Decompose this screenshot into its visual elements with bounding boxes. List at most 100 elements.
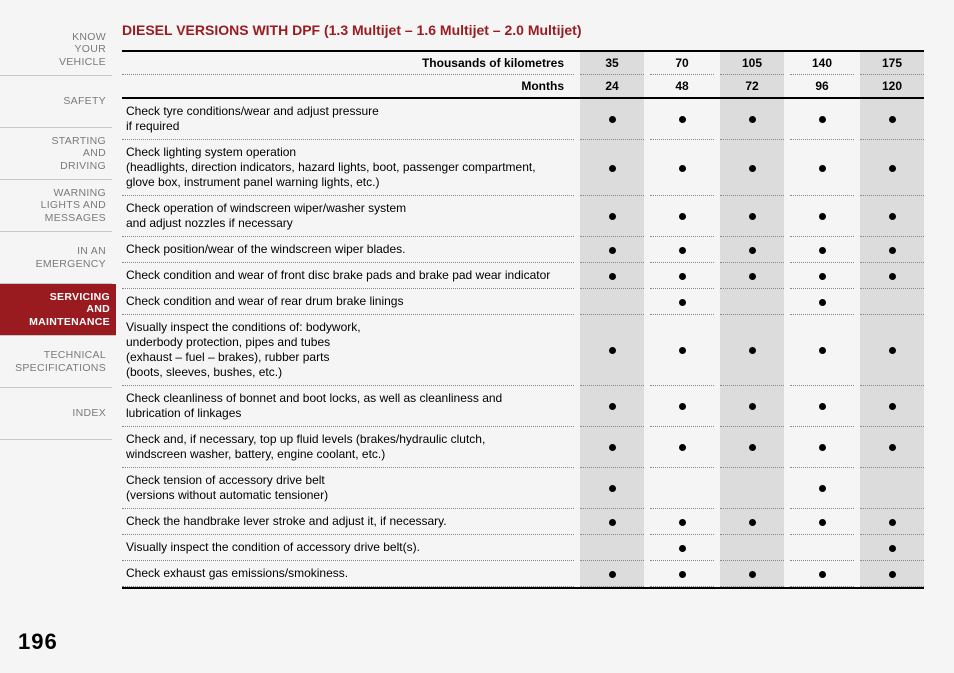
check-dot-icon (819, 519, 826, 526)
row-mark (720, 386, 784, 427)
row-mark (860, 237, 924, 263)
row-mark (790, 98, 854, 140)
table-header-value: 24 (580, 75, 644, 99)
maintenance-table: Thousands of kilometres3570105140175Mont… (122, 50, 924, 587)
sidebar-item[interactable]: SAFETY (0, 76, 112, 128)
row-description: Check tension of accessory drive belt (v… (122, 468, 574, 509)
row-description: Check position/wear of the windscreen wi… (122, 237, 574, 263)
row-mark (650, 386, 714, 427)
check-dot-icon (889, 403, 896, 410)
row-mark (650, 509, 714, 535)
sidebar-item-label: SERVICING AND MAINTENANCE (29, 291, 110, 327)
row-mark (790, 140, 854, 196)
row-description: Check operation of windscreen wiper/wash… (122, 196, 574, 237)
table-row: Check tyre conditions/wear and adjust pr… (122, 98, 924, 140)
check-dot-icon (749, 116, 756, 123)
table-row: Visually inspect the conditions of: body… (122, 315, 924, 386)
check-dot-icon (609, 444, 616, 451)
row-description: Check tyre conditions/wear and adjust pr… (122, 98, 574, 140)
row-mark (860, 509, 924, 535)
sidebar-item[interactable]: TECHNICAL SPECIFICATIONS (0, 336, 112, 388)
check-dot-icon (609, 347, 616, 354)
check-dot-icon (749, 165, 756, 172)
sidebar-item[interactable]: STARTING AND DRIVING (0, 128, 112, 180)
row-mark (790, 535, 854, 561)
check-dot-icon (819, 299, 826, 306)
row-mark (580, 561, 644, 587)
check-dot-icon (749, 347, 756, 354)
row-mark (720, 535, 784, 561)
check-dot-icon (679, 571, 686, 578)
row-mark (650, 427, 714, 468)
table-row: Check lighting system operation (headlig… (122, 140, 924, 196)
row-mark (790, 196, 854, 237)
table-row: Check condition and wear of rear drum br… (122, 289, 924, 315)
row-mark (580, 263, 644, 289)
row-mark (860, 427, 924, 468)
row-description: Visually inspect the condition of access… (122, 535, 574, 561)
check-dot-icon (679, 273, 686, 280)
sidebar-item-label: STARTING AND DRIVING (51, 135, 106, 171)
table-row: Check position/wear of the windscreen wi… (122, 237, 924, 263)
row-mark (580, 468, 644, 509)
sidebar-item[interactable]: IN AN EMERGENCY (0, 232, 112, 284)
sidebar-nav: KNOW YOUR VEHICLE SAFETY STARTING AND DRIV… (0, 20, 112, 673)
sidebar-item-label: SAFETY (63, 95, 106, 107)
table-row: Check the handbrake lever stroke and adj… (122, 509, 924, 535)
check-dot-icon (819, 403, 826, 410)
sidebar-item-label: INDEX (72, 407, 106, 419)
sidebar-item[interactable]: KNOW YOUR VEHICLE (0, 24, 112, 76)
row-description: Check condition and wear of rear drum br… (122, 289, 574, 315)
row-description: Visually inspect the conditions of: body… (122, 315, 574, 386)
sidebar-item[interactable]: SERVICING AND MAINTENANCE (0, 284, 116, 336)
table-row: Check condition and wear of front disc b… (122, 263, 924, 289)
check-dot-icon (679, 347, 686, 354)
check-dot-icon (819, 165, 826, 172)
check-dot-icon (889, 347, 896, 354)
main-content: DIESEL VERSIONS WITH DPF (1.3 Multijet –… (112, 20, 924, 673)
row-mark (650, 140, 714, 196)
row-mark (580, 427, 644, 468)
check-dot-icon (889, 571, 896, 578)
table-row: Check and, if necessary, top up fluid le… (122, 427, 924, 468)
check-dot-icon (889, 247, 896, 254)
table-header-value: 140 (790, 51, 854, 75)
table-header-value: 48 (650, 75, 714, 99)
check-dot-icon (819, 571, 826, 578)
row-mark (860, 140, 924, 196)
row-mark (580, 196, 644, 237)
table-header-value: 120 (860, 75, 924, 99)
check-dot-icon (609, 247, 616, 254)
row-mark (650, 535, 714, 561)
row-mark (650, 98, 714, 140)
sidebar-item[interactable]: INDEX (0, 388, 112, 440)
check-dot-icon (679, 545, 686, 552)
table-header-value: 96 (790, 75, 854, 99)
row-description: Check cleanliness of bonnet and boot loc… (122, 386, 574, 427)
row-description: Check the handbrake lever stroke and adj… (122, 509, 574, 535)
page-number: 196 (18, 629, 58, 655)
row-mark (860, 263, 924, 289)
row-mark (580, 535, 644, 561)
row-mark (720, 289, 784, 315)
check-dot-icon (819, 347, 826, 354)
row-mark (650, 289, 714, 315)
check-dot-icon (679, 213, 686, 220)
row-mark (860, 535, 924, 561)
row-mark (580, 98, 644, 140)
check-dot-icon (819, 273, 826, 280)
row-mark (720, 509, 784, 535)
row-mark (790, 468, 854, 509)
table-header-label: Months (122, 75, 574, 99)
check-dot-icon (609, 485, 616, 492)
row-mark (580, 386, 644, 427)
sidebar-item[interactable]: WARNING LIGHTS AND MESSAGES (0, 180, 112, 232)
table-row: Check exhaust gas emissions/smokiness. (122, 561, 924, 587)
row-mark (580, 237, 644, 263)
check-dot-icon (609, 165, 616, 172)
row-mark (720, 237, 784, 263)
row-mark (860, 561, 924, 587)
row-mark (790, 561, 854, 587)
row-mark (860, 196, 924, 237)
check-dot-icon (889, 444, 896, 451)
